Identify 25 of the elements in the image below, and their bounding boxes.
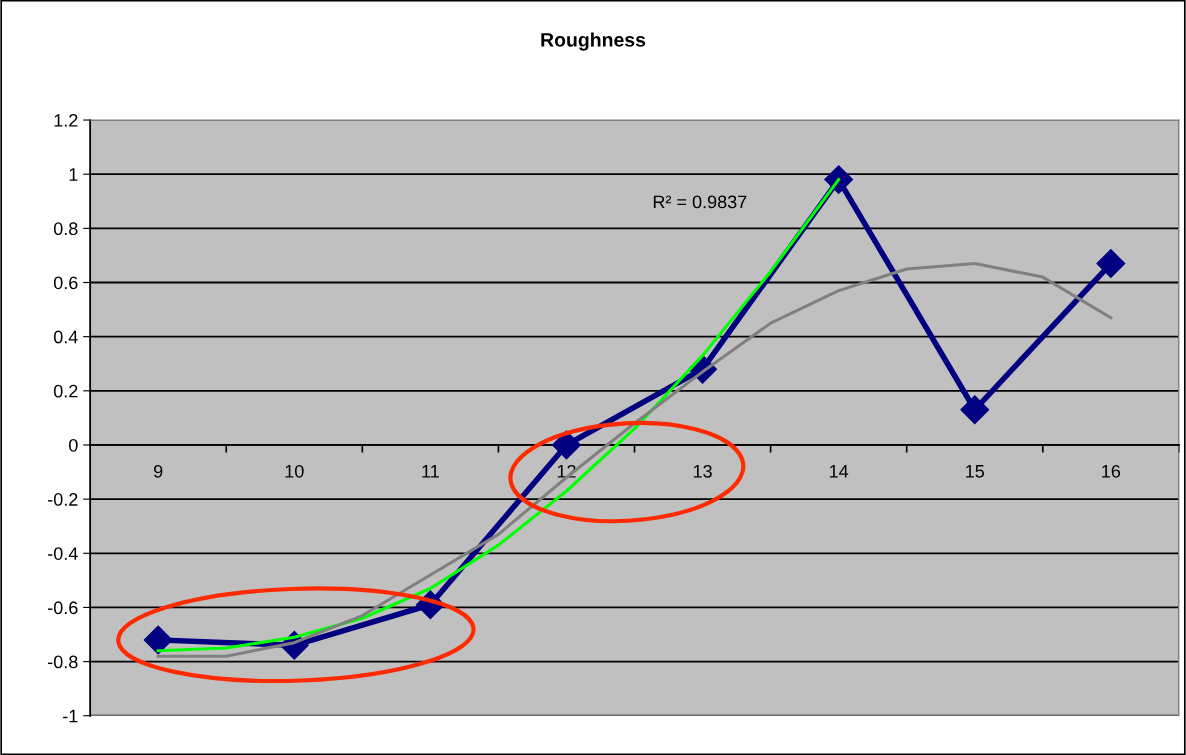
y-tick-label: 1.2 (54, 113, 78, 127)
y-tick-label: -0.2 (48, 493, 78, 506)
y-tick-label: 0.2 (53, 384, 78, 398)
y-tick-label: 0.4 (53, 330, 78, 344)
x-tick-label: 9 (154, 464, 163, 478)
y-tick-label: 0.6 (53, 276, 78, 290)
y-tick-label: -0.8 (48, 655, 78, 669)
x-tick-label: 14 (829, 465, 849, 478)
chart-title: Roughness (541, 32, 646, 51)
x-tick-label: 11 (422, 465, 439, 478)
y-tick-label: 0.8 (53, 222, 78, 236)
point (960, 395, 990, 425)
point (143, 625, 173, 655)
x-tick-label: 13 (693, 464, 712, 478)
annotation: R² = 0.9837 (653, 195, 747, 209)
x-tick-label: 16 (1102, 464, 1121, 478)
y-tick-label: -1 (63, 709, 78, 723)
x-tick-label: 10 (285, 464, 304, 478)
y-tick-label: -0.4 (48, 547, 78, 560)
y-tick-label: 0 (69, 438, 78, 452)
point (1096, 249, 1126, 278)
x-tick-label: 15 (966, 465, 985, 478)
y-tick-label: 1 (69, 168, 78, 181)
point (552, 430, 581, 460)
y-tick-label: -0.6 (48, 601, 78, 615)
